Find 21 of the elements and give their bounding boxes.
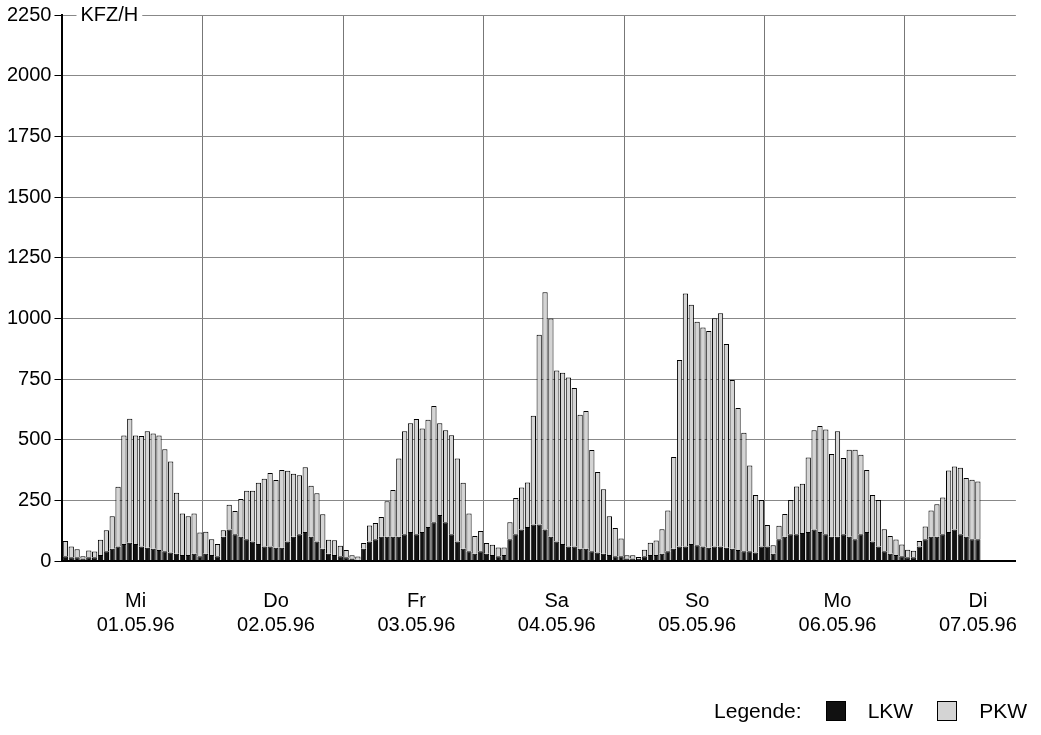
legend-label: LKW <box>867 699 914 723</box>
x-tick-label: Mi 01.05.96 <box>96 588 175 635</box>
x-tick-label: So 05.05.96 <box>658 588 737 635</box>
y-tick-label: 2250 <box>6 2 52 25</box>
y-tick-label: 1250 <box>6 245 52 268</box>
x-tick-label: Di 07.05.96 <box>938 588 1017 635</box>
y-axis-title: KFZ/H <box>80 2 139 25</box>
y-tick-label: 750 <box>18 366 52 389</box>
y-tick-label: 250 <box>18 487 52 510</box>
y-tick-label: 2000 <box>6 63 52 86</box>
y-tick-label: 0 <box>40 548 52 571</box>
x-tick-label: Mo 06.05.96 <box>798 588 877 635</box>
y-tick-label: 1000 <box>6 305 52 328</box>
legend-label: PKW <box>979 699 1027 723</box>
x-tick-label: Do 02.05.96 <box>237 588 315 635</box>
x-tick-label: Sa 04.05.96 <box>517 588 596 635</box>
x-tick-label: Fr 03.05.96 <box>377 588 456 635</box>
y-tick-label: 1750 <box>6 123 52 146</box>
legend-title: Legende: <box>714 699 802 723</box>
y-tick-label: 500 <box>18 427 52 450</box>
y-tick-label: 1500 <box>6 184 52 207</box>
